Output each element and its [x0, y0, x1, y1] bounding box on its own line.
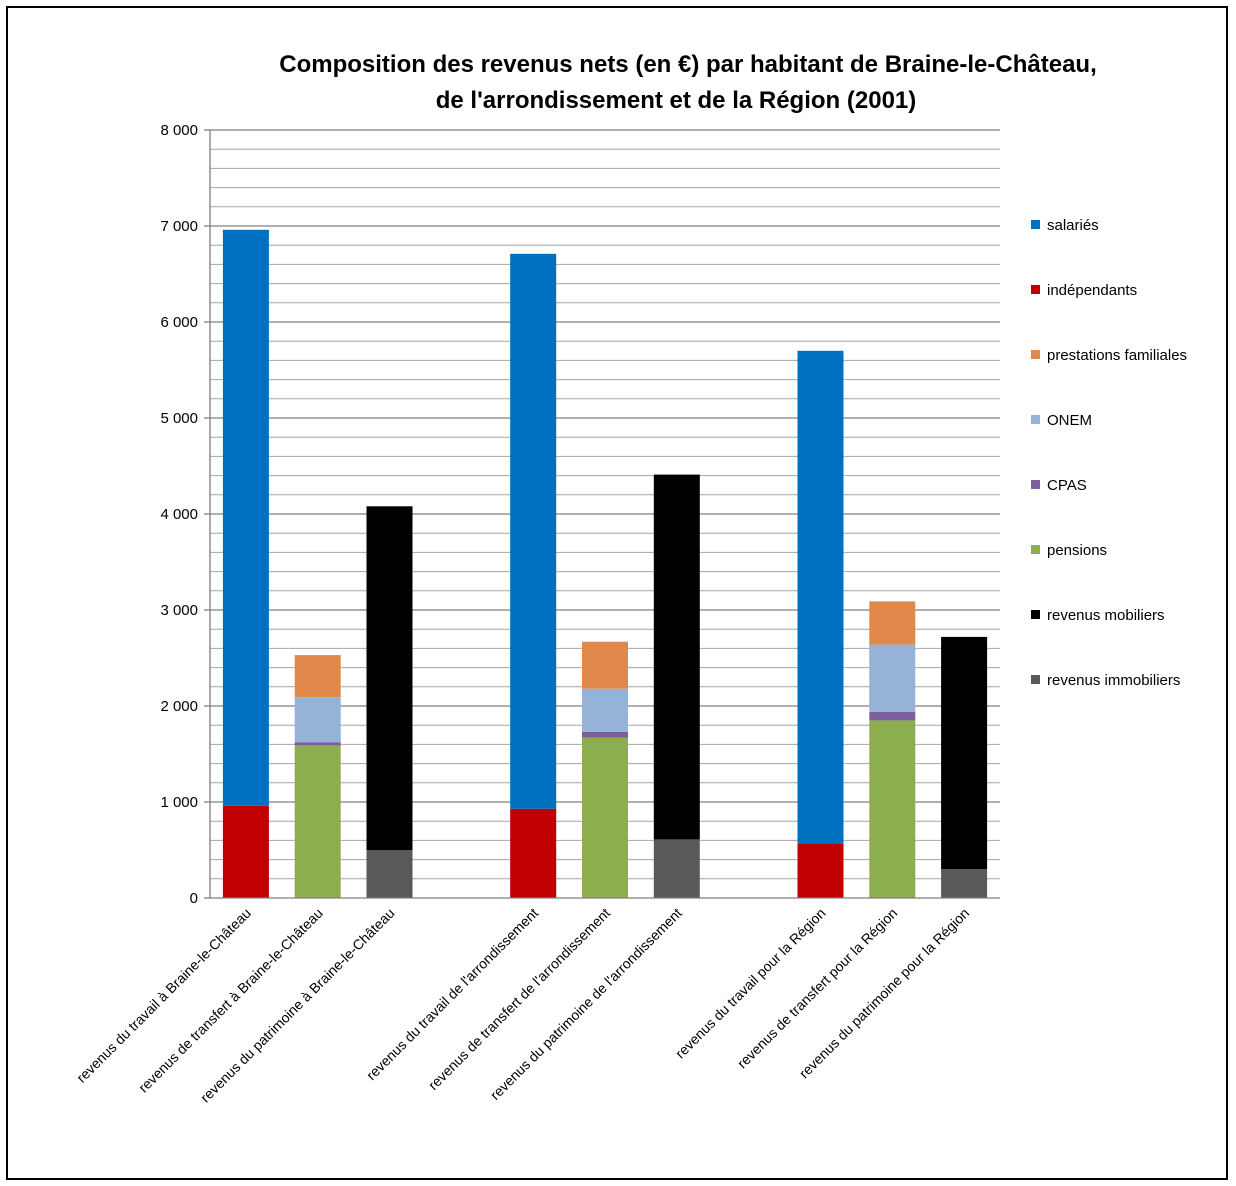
y-axis-tick-labels: 0 1 000 2 000 3 000 4 000 5 000 6 000 7 000 8 00… [160, 122, 198, 907]
y-tick-label: 1 000 [160, 794, 198, 811]
legend-label: pensions [1047, 542, 1107, 559]
x-axis-category-labels: revenus du travail à Braine-le-Châteaure… [73, 905, 972, 1106]
bar-segment [797, 843, 844, 898]
bar-segment [222, 229, 269, 806]
legend-item: pensions [1031, 542, 1107, 559]
legend-item: revenus mobiliers [1031, 607, 1165, 624]
bar-segment [869, 711, 916, 721]
legend: salariés indépendants prestations familial… [1031, 217, 1187, 689]
axes [204, 129, 1000, 899]
bar-segment [653, 474, 700, 840]
bar-segment [582, 731, 628, 738]
bars [222, 229, 988, 898]
legend-label: ONEM [1047, 412, 1092, 429]
bar-segment [869, 644, 916, 712]
legend-label: salariés [1047, 217, 1099, 234]
bar-segment [941, 869, 988, 898]
legend-item: prestations familiales [1031, 347, 1187, 364]
chart-title-line-1: Composition des revenus nets (en €) par … [279, 51, 1097, 78]
y-tick-label: 0 [190, 890, 198, 907]
legend-label: CPAS [1047, 477, 1087, 494]
bar-segment [869, 720, 916, 898]
legend-swatch [1031, 545, 1040, 554]
bar-segment [653, 839, 700, 898]
bar-segment [510, 253, 557, 809]
bar-segment [294, 742, 341, 746]
y-tick-label: 4 000 [160, 506, 198, 523]
chart-title-line-2: de l'arrondissement et de la Région (200… [436, 87, 917, 114]
legend-item: indépendants [1031, 282, 1137, 299]
bar-segment [582, 688, 628, 732]
x-category-label: revenus de transfert pour la Région [734, 905, 901, 1072]
bar-segment [582, 737, 628, 898]
legend-item: CPAS [1031, 477, 1087, 494]
legend-item: ONEM [1031, 412, 1092, 429]
chart-title: Composition des revenus nets (en €) par … [279, 51, 1097, 114]
bar-segment [510, 808, 557, 898]
legend-item: revenus immobiliers [1031, 672, 1180, 689]
legend-swatch [1031, 480, 1040, 489]
bar-segment [294, 655, 341, 698]
bar-segment [294, 745, 341, 898]
y-tick-label: 7 000 [160, 218, 198, 235]
legend-swatch [1031, 285, 1040, 294]
legend-label: revenus immobiliers [1047, 672, 1180, 689]
bar-segment [294, 697, 341, 743]
x-category-label: revenus du travail pour la Région [672, 905, 829, 1062]
y-tick-label: 8 000 [160, 122, 198, 139]
bar-segment [869, 601, 916, 645]
chart-canvas: Composition des revenus nets (en €) par … [73, 51, 1187, 1106]
bar-segment [582, 641, 628, 689]
legend-label: revenus mobiliers [1047, 607, 1165, 624]
legend-item: salariés [1031, 217, 1099, 234]
legend-swatch [1031, 610, 1040, 619]
y-tick-label: 3 000 [160, 602, 198, 619]
legend-label: prestations familiales [1047, 347, 1187, 364]
y-tick-label: 6 000 [160, 314, 198, 331]
legend-label: indépendants [1047, 282, 1137, 299]
y-tick-label: 5 000 [160, 410, 198, 427]
legend-swatch [1031, 350, 1040, 359]
bar-segment [941, 636, 988, 870]
bar-segment [366, 850, 413, 898]
bar-segment [366, 506, 413, 850]
bar-segment [222, 805, 269, 898]
bar-segment [797, 350, 844, 844]
legend-swatch [1031, 415, 1040, 424]
legend-swatch [1031, 220, 1040, 229]
y-tick-label: 2 000 [160, 698, 198, 715]
chart-frame: Composition des revenus nets (en €) par … [6, 6, 1228, 1180]
legend-swatch [1031, 675, 1040, 684]
